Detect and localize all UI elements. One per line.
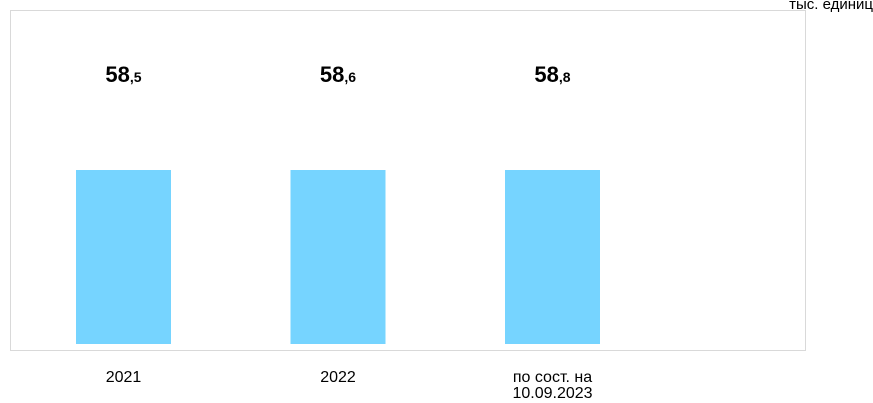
value-labels-group: 58,5 58,6 58,8 — [105, 62, 570, 87]
bar-1 — [76, 170, 171, 344]
value-label-1: 58,5 — [105, 62, 141, 87]
value-label-2: 58,6 — [320, 62, 356, 87]
bar-3 — [505, 170, 600, 344]
category-label-1: 2021 — [106, 369, 142, 386]
category-labels-group: 2021 2022 по сост. на 10.09.2023 — [106, 369, 593, 402]
category-label-3: по сост. на 10.09.2023 — [512, 369, 592, 402]
category-label-2: 2022 — [320, 369, 356, 386]
bars-group — [76, 170, 600, 344]
value-label-3: 58,8 — [534, 62, 570, 87]
bar-2 — [290, 170, 386, 344]
unit-label: тыс. единиц — [789, 0, 873, 13]
plot-frame — [10, 10, 806, 351]
